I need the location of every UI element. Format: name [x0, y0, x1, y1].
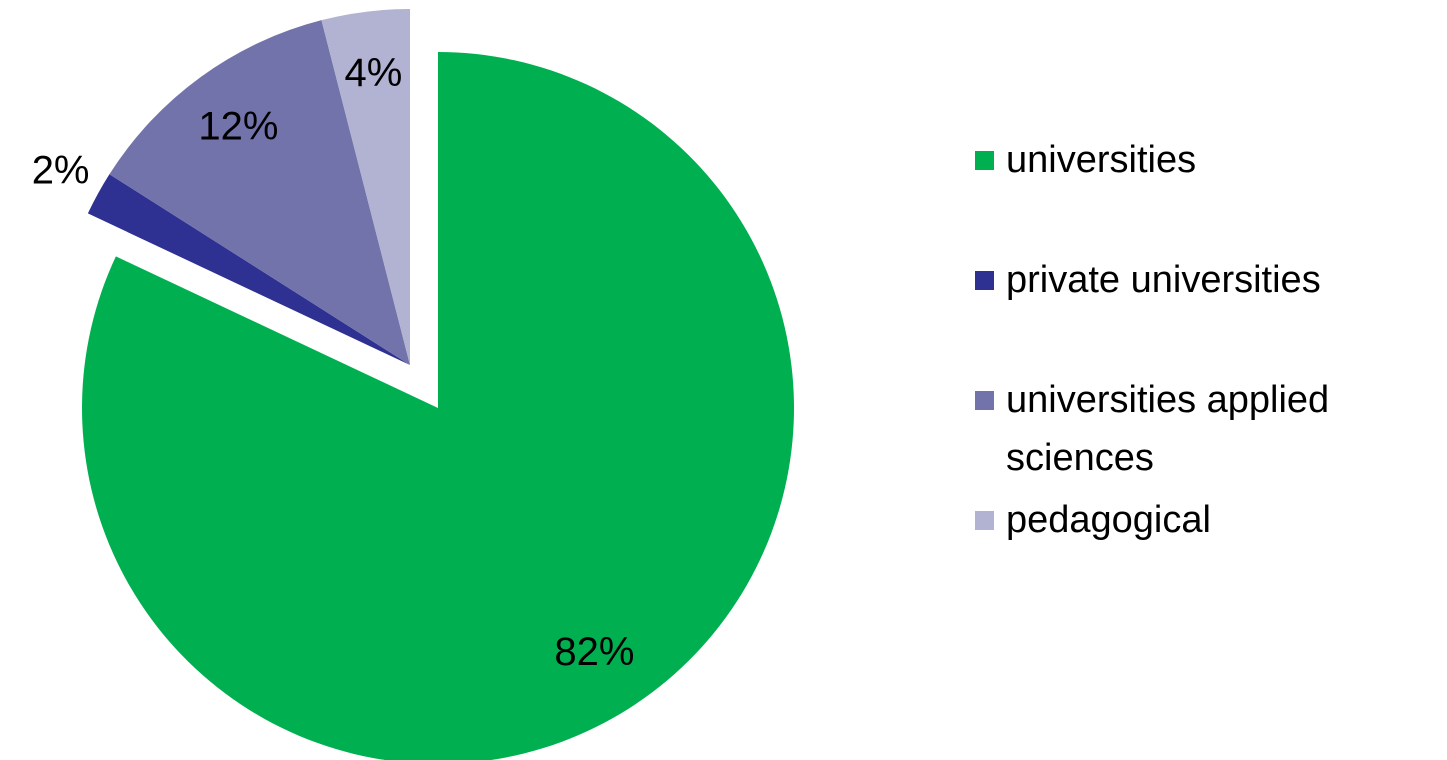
legend-item: private universities: [975, 251, 1435, 309]
legend-swatch: [975, 271, 994, 290]
pie-slice: [82, 52, 794, 760]
legend-swatch: [975, 391, 994, 410]
pie-slice: [87, 174, 411, 365]
legend-item: pedagogical: [975, 491, 1435, 549]
legend-item: universities applied sciences: [975, 371, 1435, 487]
legend-swatch: [975, 511, 994, 530]
pie-slice: [321, 9, 410, 365]
data-label: 82%: [554, 630, 634, 674]
legend-label: universities: [1006, 139, 1197, 181]
legend-label: private universities: [1006, 259, 1321, 301]
data-label: 12%: [198, 104, 278, 148]
pie-slice: [109, 20, 411, 366]
legend-label: universities applied sciences: [1006, 379, 1330, 479]
legend-item: universities: [975, 131, 1435, 189]
data-label: 4%: [345, 51, 403, 95]
legend-swatch: [975, 151, 994, 170]
data-label: 2%: [32, 148, 90, 192]
legend-label: pedagogical: [1006, 499, 1211, 541]
